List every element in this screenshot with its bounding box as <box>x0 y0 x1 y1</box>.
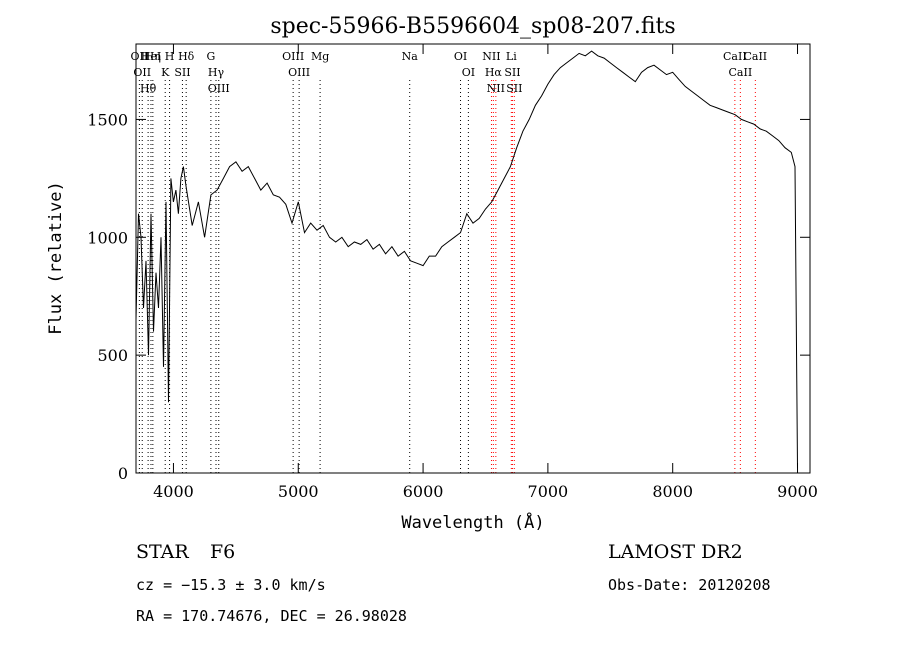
line-marker-label: Mg <box>311 50 329 63</box>
coordinates-info: RA = 170.74676, DEC = 26.98028 <box>136 607 407 625</box>
line-marker-label: CaII <box>729 66 753 79</box>
y-tick-label: 1500 <box>87 110 128 129</box>
line-marker-label: Hη <box>145 50 161 63</box>
y-tick-label: 0 <box>118 464 128 483</box>
line-marker-label: OII <box>131 50 149 63</box>
redshift-info: cz = −15.3 ± 3.0 km/s <box>136 576 326 594</box>
x-tick-label: 8000 <box>652 482 693 501</box>
x-tick-label: 9000 <box>777 482 818 501</box>
x-axis-ticks: 4000 5000 6000 7000 8000 9000 <box>153 44 818 501</box>
spectrum-series-line <box>135 50 798 469</box>
line-marker-label: NII <box>482 50 500 63</box>
y-tick-label: 500 <box>97 346 128 365</box>
line-marker-label: Na <box>402 50 419 63</box>
plot-frame <box>135 43 811 474</box>
x-axis-label: Wavelength (Å) <box>401 511 544 533</box>
line-marker-label: G <box>206 50 215 63</box>
line-marker-label: H <box>165 50 175 63</box>
line-marker-label: OIII <box>208 82 230 95</box>
y-axis-label: Flux (relative) <box>46 181 66 335</box>
line-marker-label: SII <box>506 82 522 95</box>
x-tick-label: 6000 <box>403 482 444 501</box>
observation-date: Obs-Date: 20120208 <box>608 576 771 594</box>
line-marker-label: HeI <box>141 50 161 63</box>
y-axis-ticks: 0 500 1000 1500 <box>87 110 810 483</box>
line-marker-label: SII <box>504 66 520 79</box>
line-marker-label: OI <box>454 50 467 63</box>
line-marker-label: K <box>161 66 170 79</box>
x-tick-label: 4000 <box>153 482 194 501</box>
line-marker-label: NII <box>487 82 505 95</box>
line-marker-label: OIII <box>282 50 304 63</box>
line-marker-label: Hθ <box>140 82 157 95</box>
y-tick-label: 1000 <box>87 228 128 247</box>
line-marker-label: OIII <box>288 66 310 79</box>
survey-name: LAMOST DR2 <box>608 541 743 563</box>
line-marker-label: CaII <box>723 50 747 63</box>
line-markers <box>138 80 756 473</box>
x-tick-label: 5000 <box>278 482 319 501</box>
line-marker-label: Hα <box>485 66 503 79</box>
line-marker-label: SII <box>174 66 190 79</box>
line-marker-label: OII <box>133 66 151 79</box>
line-marker-label: Hγ <box>208 66 225 79</box>
line-marker-label: OI <box>462 66 475 79</box>
chart-title: spec-55966-B5596604_sp08-207.fits <box>270 14 675 39</box>
line-marker-label: Hδ <box>178 50 195 63</box>
line-marker-label: CaII <box>743 50 767 63</box>
x-tick-label: 7000 <box>528 482 569 501</box>
object-class: STAR <box>136 541 189 563</box>
line-marker-label: Li <box>506 50 517 63</box>
object-subclass: F6 <box>210 541 235 563</box>
